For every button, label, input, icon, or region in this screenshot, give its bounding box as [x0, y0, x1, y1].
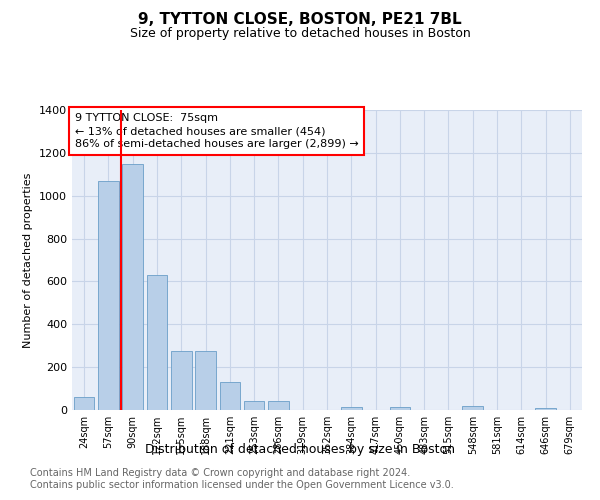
- Bar: [341, 407, 362, 410]
- Bar: [389, 407, 410, 410]
- Bar: [220, 382, 240, 410]
- Bar: [268, 402, 289, 410]
- Text: Distribution of detached houses by size in Boston: Distribution of detached houses by size …: [145, 444, 455, 456]
- Bar: [244, 402, 265, 410]
- Text: Contains HM Land Registry data © Crown copyright and database right 2024.
Contai: Contains HM Land Registry data © Crown c…: [30, 468, 454, 490]
- Bar: [195, 351, 216, 410]
- Y-axis label: Number of detached properties: Number of detached properties: [23, 172, 34, 348]
- Text: 9, TYTTON CLOSE, BOSTON, PE21 7BL: 9, TYTTON CLOSE, BOSTON, PE21 7BL: [138, 12, 462, 28]
- Bar: [98, 180, 119, 410]
- Text: Size of property relative to detached houses in Boston: Size of property relative to detached ho…: [130, 28, 470, 40]
- Bar: [146, 275, 167, 410]
- Bar: [171, 351, 191, 410]
- Text: 9 TYTTON CLOSE:  75sqm
← 13% of detached houses are smaller (454)
86% of semi-de: 9 TYTTON CLOSE: 75sqm ← 13% of detached …: [74, 113, 358, 150]
- Bar: [74, 397, 94, 410]
- Bar: [535, 408, 556, 410]
- Bar: [463, 406, 483, 410]
- Bar: [122, 164, 143, 410]
